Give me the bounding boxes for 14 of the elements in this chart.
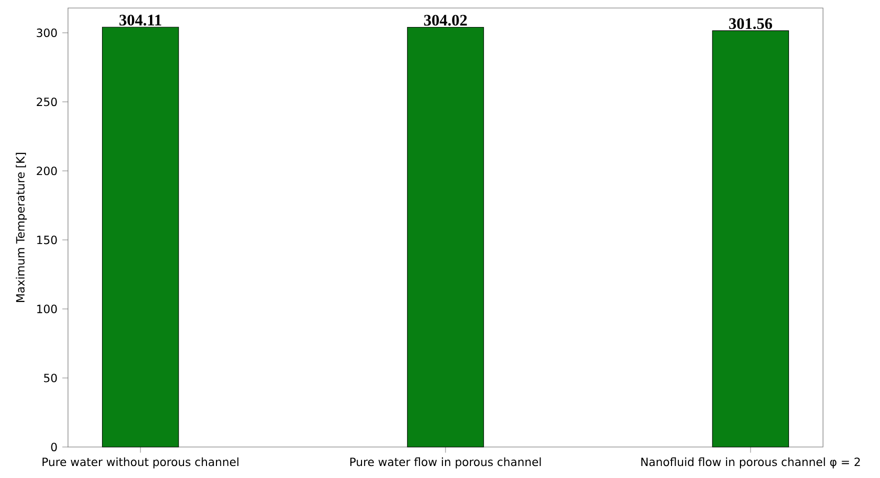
y-tick-label: 50 [44, 374, 57, 382]
y-tick-label: 100 [37, 304, 57, 314]
data-label: 304.11 [120, 14, 162, 26]
y-axis-title: Maximum Temperature [K] [16, 152, 27, 302]
x-tick-label: Pure water flow in porous channel [350, 457, 541, 468]
y-tick-label: 300 [36, 28, 57, 38]
y-tick-label: 0 [51, 442, 57, 452]
x-tick-label: Nanofluid flow in porous channel φ = 2 [641, 457, 860, 468]
y-tick-label: 250 [36, 98, 57, 106]
y-tick-label: 200 [36, 166, 57, 176]
data-label: 301.56 [729, 18, 772, 30]
y-tick-label: 150 [37, 236, 57, 244]
x-tick-label: Pure water without porous channel [42, 457, 238, 468]
data-label: 304.02 [424, 14, 467, 26]
